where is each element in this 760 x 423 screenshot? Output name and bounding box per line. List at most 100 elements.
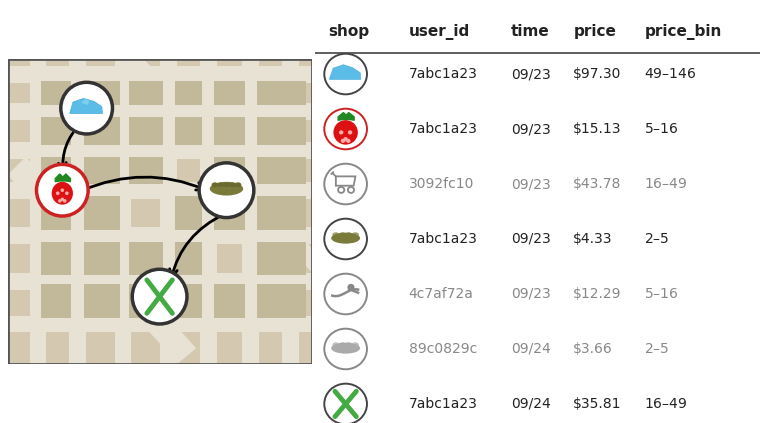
Circle shape: [325, 329, 367, 369]
Circle shape: [325, 274, 367, 314]
Ellipse shape: [235, 182, 242, 187]
Text: $16 – $49: $16 – $49: [644, 177, 688, 191]
Text: 09/23: 09/23: [511, 67, 551, 81]
Ellipse shape: [331, 343, 360, 354]
Circle shape: [346, 139, 350, 143]
Bar: [257, 117, 306, 145]
Bar: [84, 196, 120, 230]
Bar: [8, 273, 312, 290]
Circle shape: [347, 284, 354, 291]
Ellipse shape: [223, 182, 230, 187]
Circle shape: [325, 54, 367, 94]
Polygon shape: [330, 65, 361, 80]
Bar: [129, 242, 163, 275]
Bar: [84, 284, 120, 318]
Bar: [41, 284, 71, 318]
Ellipse shape: [345, 342, 353, 347]
Ellipse shape: [332, 342, 340, 347]
Polygon shape: [123, 60, 312, 272]
Ellipse shape: [334, 120, 358, 145]
Circle shape: [325, 384, 367, 423]
Text: 3092fc10: 3092fc10: [409, 177, 474, 191]
Circle shape: [58, 199, 62, 203]
Circle shape: [199, 163, 254, 217]
Circle shape: [61, 188, 64, 192]
Text: shop: shop: [329, 24, 370, 39]
Bar: [84, 117, 120, 145]
Text: 7abc1a23: 7abc1a23: [409, 397, 477, 411]
Text: $15.13: $15.13: [573, 122, 622, 136]
Text: $97.30: $97.30: [573, 67, 622, 81]
Text: $43.78: $43.78: [573, 177, 622, 191]
Bar: [8, 316, 312, 332]
Ellipse shape: [345, 232, 353, 237]
Bar: [129, 117, 163, 145]
Bar: [257, 81, 306, 105]
Bar: [214, 196, 245, 230]
Text: $5 – $16: $5 – $16: [644, 287, 679, 301]
Circle shape: [325, 219, 367, 259]
Bar: [69, 60, 86, 363]
Bar: [129, 81, 163, 105]
Circle shape: [325, 164, 367, 204]
Text: 09/24: 09/24: [511, 397, 551, 411]
Bar: [84, 242, 120, 275]
Circle shape: [56, 192, 59, 195]
Bar: [282, 60, 299, 363]
Text: $5 – $16: $5 – $16: [644, 122, 679, 136]
Circle shape: [340, 139, 345, 143]
Bar: [214, 157, 245, 184]
Ellipse shape: [210, 182, 243, 195]
Text: 7abc1a23: 7abc1a23: [409, 67, 477, 81]
Bar: [84, 157, 120, 184]
Ellipse shape: [339, 342, 346, 347]
Circle shape: [61, 82, 112, 134]
Ellipse shape: [331, 233, 360, 244]
Text: 09/23: 09/23: [511, 122, 551, 136]
Bar: [8, 143, 312, 159]
Text: user_id: user_id: [409, 24, 470, 40]
Bar: [41, 157, 71, 184]
Polygon shape: [70, 99, 103, 114]
Text: 89c0829c: 89c0829c: [409, 342, 477, 356]
Polygon shape: [81, 99, 89, 105]
Circle shape: [339, 130, 344, 135]
Circle shape: [132, 269, 187, 324]
Circle shape: [65, 192, 68, 195]
Circle shape: [61, 198, 64, 201]
Ellipse shape: [217, 182, 224, 187]
Bar: [8, 66, 312, 83]
Bar: [175, 196, 202, 230]
Text: price_bin: price_bin: [644, 24, 722, 40]
Ellipse shape: [352, 342, 359, 347]
Bar: [175, 242, 202, 275]
Bar: [41, 196, 71, 230]
Ellipse shape: [229, 182, 236, 187]
Circle shape: [63, 199, 67, 203]
Bar: [257, 196, 306, 230]
Bar: [257, 242, 306, 275]
Circle shape: [36, 165, 88, 216]
Bar: [8, 103, 312, 120]
Bar: [41, 117, 71, 145]
Text: $12.29: $12.29: [573, 287, 622, 301]
Polygon shape: [8, 157, 196, 363]
Text: $4.33: $4.33: [573, 232, 613, 246]
Bar: [175, 284, 202, 318]
Circle shape: [348, 130, 353, 135]
Bar: [257, 157, 306, 184]
Text: price: price: [573, 24, 616, 39]
Text: 7abc1a23: 7abc1a23: [409, 232, 477, 246]
Text: $3.66: $3.66: [573, 342, 613, 356]
Bar: [30, 60, 46, 363]
Text: 4c7af72a: 4c7af72a: [409, 287, 473, 301]
Bar: [214, 117, 245, 145]
Circle shape: [325, 109, 367, 149]
Bar: [41, 81, 71, 105]
Bar: [257, 284, 306, 318]
Text: 7abc1a23: 7abc1a23: [409, 122, 477, 136]
Circle shape: [344, 137, 348, 141]
Text: $49 – $146: $49 – $146: [644, 67, 697, 81]
Text: 09/23: 09/23: [511, 177, 551, 191]
Bar: [8, 182, 312, 198]
